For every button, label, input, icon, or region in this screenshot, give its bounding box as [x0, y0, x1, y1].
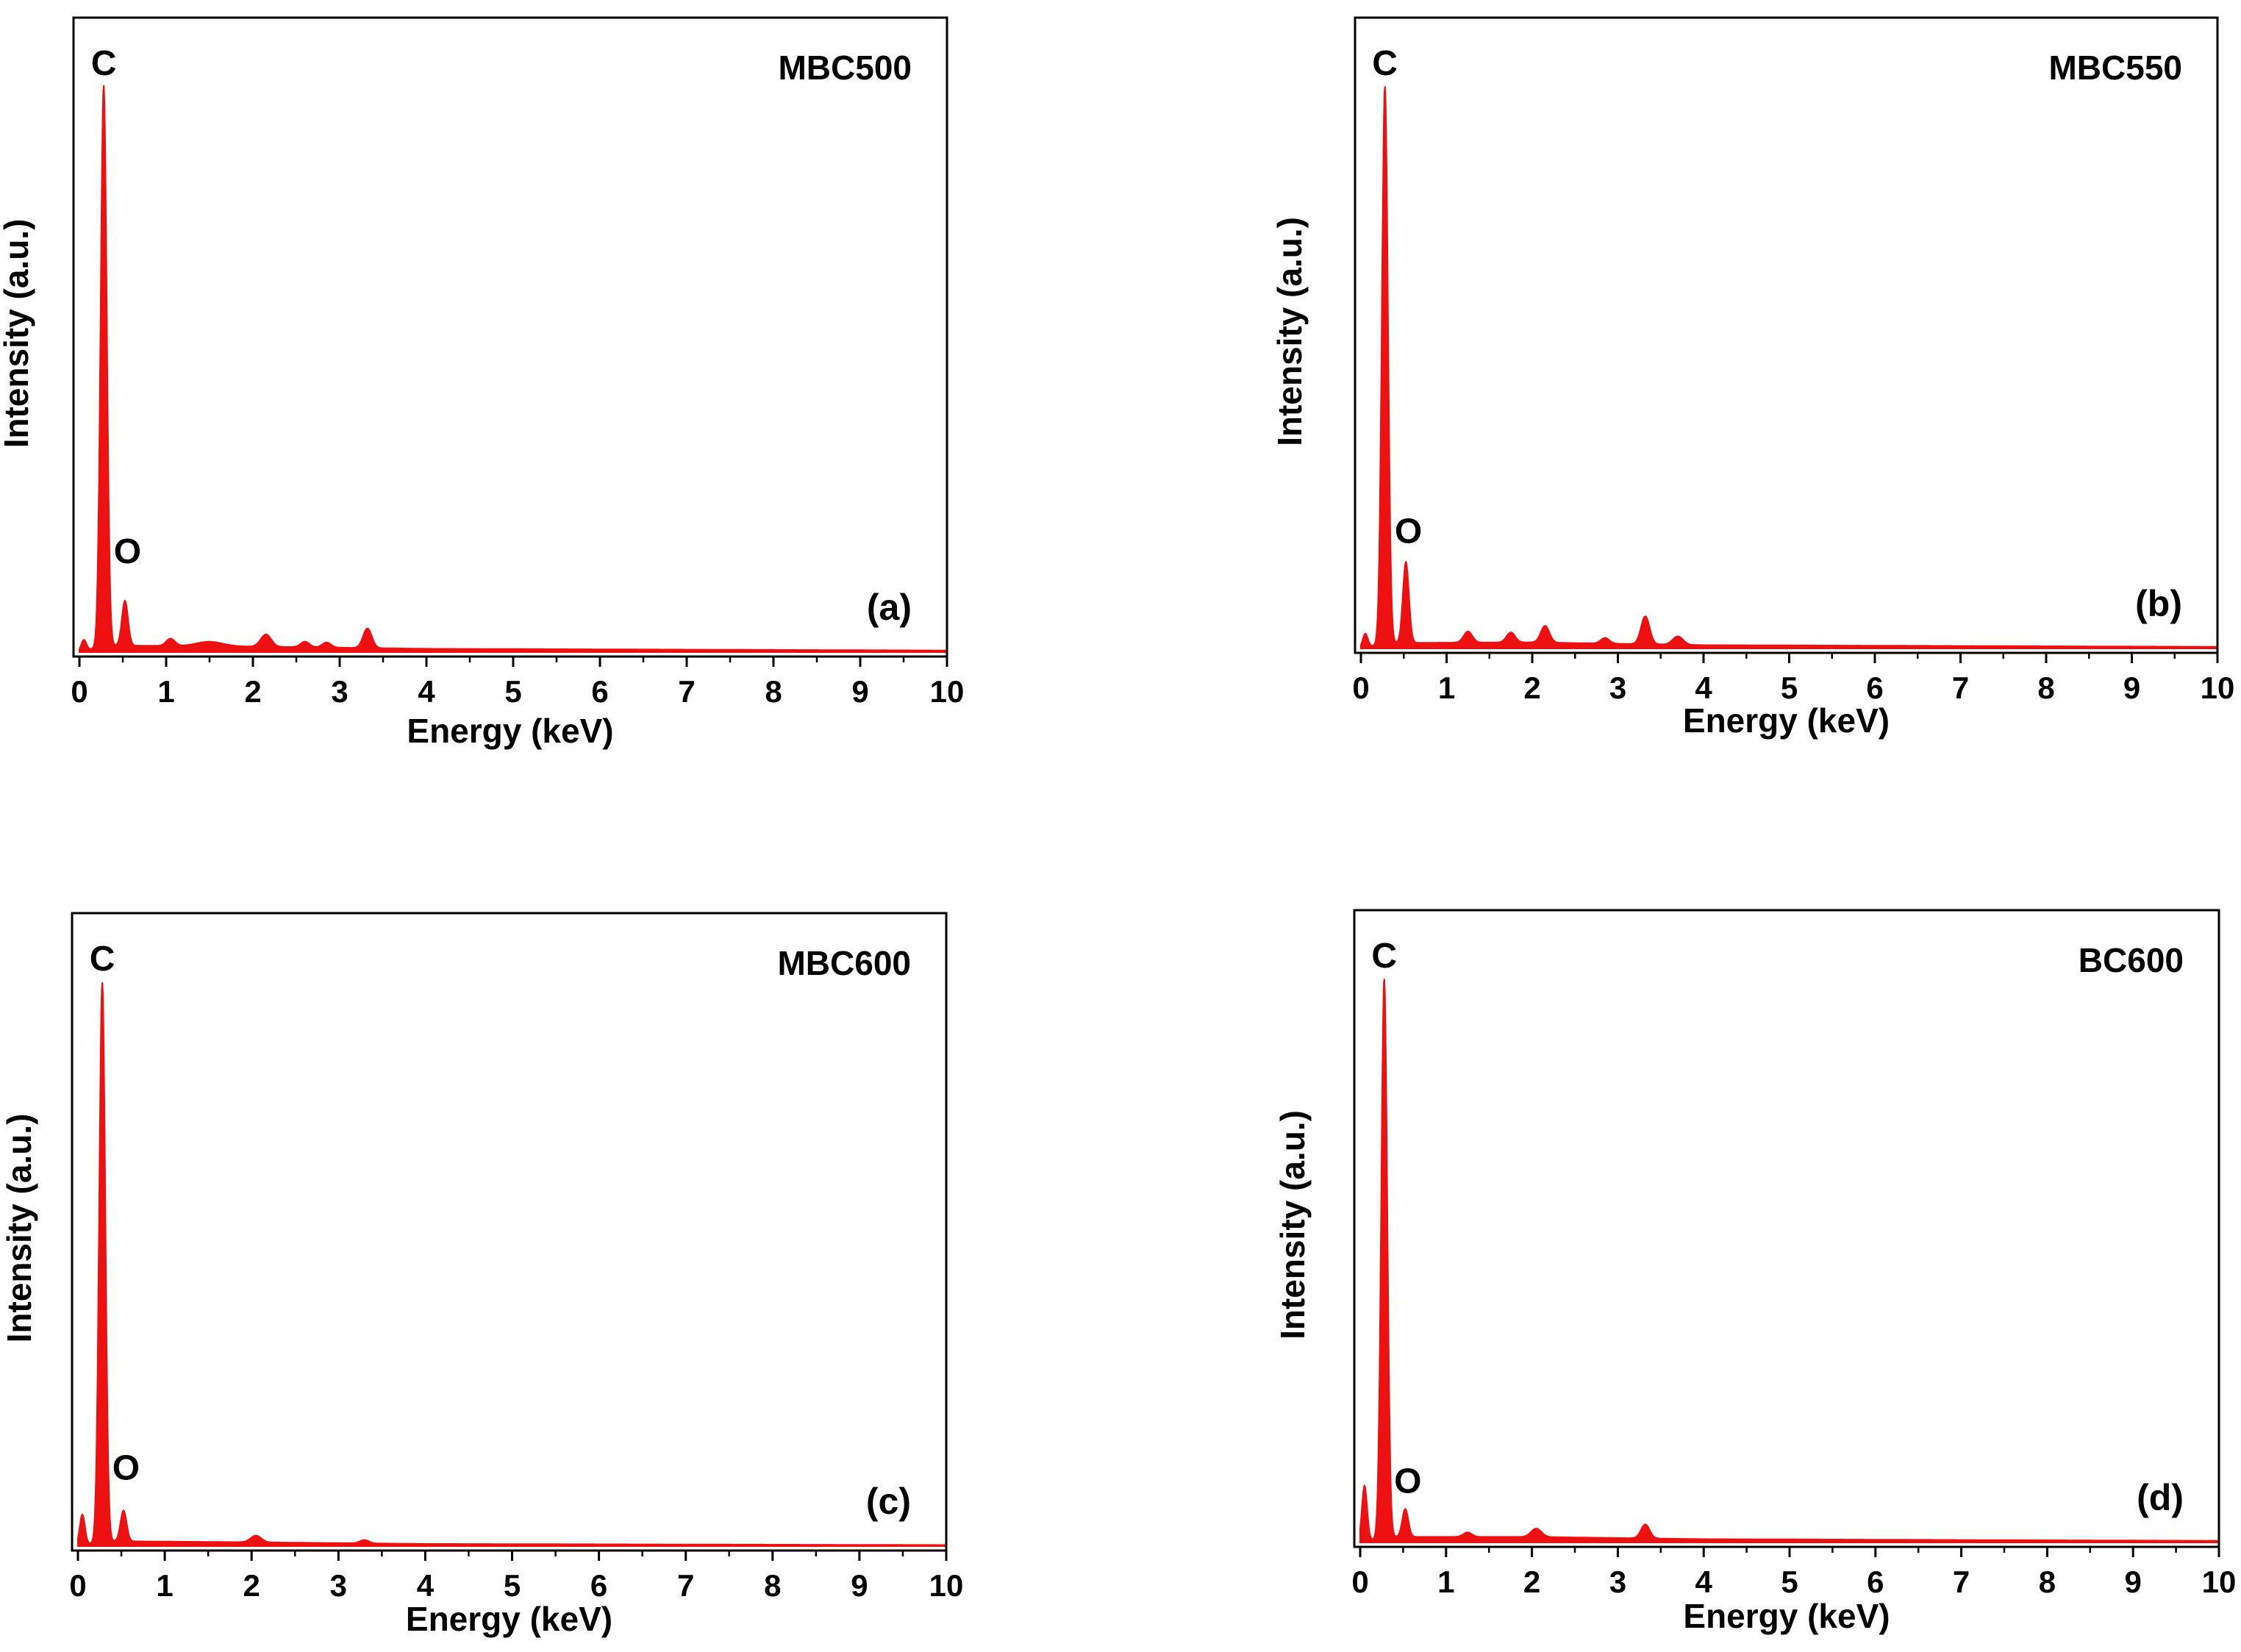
sample-label: BC600 — [2079, 941, 2184, 979]
peak-label-c: C — [90, 940, 115, 979]
y-axis-title: Intensity (a.u.) — [0, 1114, 38, 1343]
x-tick-label: 5 — [504, 1568, 521, 1603]
x-tick-label: 10 — [2201, 671, 2235, 705]
peak-label-c: C — [91, 44, 117, 83]
x-tick-label: 5 — [504, 674, 521, 709]
x-tick-label: 8 — [2037, 671, 2054, 705]
y-axis-title: Intensity (a.u.) — [1270, 217, 1309, 446]
x-tick-label: 7 — [677, 1568, 694, 1603]
x-tick-label: 2 — [1523, 671, 1540, 705]
spectrum-area — [1359, 979, 2220, 1543]
x-tick-label: 0 — [1352, 671, 1369, 705]
spectrum-area — [1360, 86, 2218, 649]
panel-label: (d) — [2137, 1477, 2184, 1518]
sample-label: MBC600 — [777, 944, 911, 982]
plot-frame — [71, 912, 948, 1552]
x-axis-title: Energy (keV) — [1683, 1597, 1890, 1635]
plot-frame — [1353, 909, 2220, 1548]
x-axis-title: Energy (keV) — [406, 1600, 612, 1638]
x-tick-label: 7 — [1952, 671, 1969, 705]
x-tick-label: 1 — [1438, 671, 1455, 705]
x-tick-label: 6 — [591, 674, 608, 709]
x-tick-label: 3 — [1609, 1565, 1626, 1599]
x-tick-label: 4 — [1695, 1565, 1713, 1599]
panel-label: (a) — [867, 587, 912, 628]
y-axis-title: Intensity (a.u.) — [1273, 1110, 1312, 1340]
plot-frame — [1354, 16, 2219, 654]
x-tick-label: 8 — [764, 1568, 781, 1603]
x-tick-label: 6 — [1867, 1565, 1884, 1599]
x-tick-label: 9 — [851, 674, 868, 709]
x-tick-label: 8 — [765, 674, 782, 709]
panel-label: (b) — [2135, 583, 2182, 624]
chart-panel-c: 0 1 2 3 4 5 6 7 8 9 10 Energy (keV) Intensity (a.u.)… — [0, 912, 964, 1638]
x-tick-label: 10 — [929, 1568, 964, 1603]
peak-label-o: O — [112, 1449, 140, 1488]
x-tick-label: 1 — [1437, 1565, 1454, 1599]
x-tick-label: 6 — [1866, 671, 1883, 705]
peak-label-o: O — [114, 532, 141, 571]
x-tick-label: 2 — [1523, 1565, 1540, 1599]
x-tick-label: 7 — [678, 674, 695, 709]
sample-label: MBC550 — [2048, 49, 2182, 87]
x-axis-title: Energy (keV) — [407, 712, 613, 750]
panel-label: (c) — [866, 1481, 911, 1522]
x-tick-label: 10 — [930, 674, 965, 709]
chart-panel-d: 0 1 2 3 4 5 6 7 8 9 10 Energy (keV) Intensity (a.u.)… — [1273, 909, 2237, 1635]
x-tick-label: 5 — [1781, 1565, 1798, 1599]
sample-label: MBC500 — [778, 49, 912, 87]
chart-panel-a: 0 1 2 3 4 5 6 7 8 9 10 Energy (keV) Intensity (a.u.)… — [0, 16, 965, 750]
x-tick-label: 4 — [418, 674, 435, 709]
x-tick-label: 10 — [2202, 1565, 2237, 1599]
x-tick-label: 3 — [331, 674, 348, 709]
peak-label-c: C — [1372, 44, 1398, 83]
spectrum-area — [79, 85, 948, 653]
peak-label-o: O — [1395, 512, 1422, 551]
x-tick-label: 6 — [590, 1568, 607, 1603]
x-tick-label: 1 — [156, 1568, 173, 1603]
peak-label-o: O — [1394, 1462, 1421, 1501]
x-tick-label: 5 — [1781, 671, 1798, 705]
spectrum-area — [77, 982, 947, 1547]
x-tick-label: 8 — [2039, 1565, 2056, 1599]
peak-label-c: C — [1371, 937, 1397, 976]
x-axis-title: Energy (keV) — [1683, 701, 1890, 740]
x-tick-label: 9 — [2123, 671, 2140, 705]
x-tick-label: 9 — [851, 1568, 868, 1603]
x-tick-label: 0 — [1351, 1565, 1368, 1599]
x-tick-label: 4 — [417, 1568, 435, 1603]
x-tick-label: 4 — [1695, 671, 1712, 705]
x-tick-label: 7 — [1953, 1565, 1970, 1599]
y-axis-title: Intensity (a.u.) — [0, 219, 35, 448]
x-tick-label: 9 — [2125, 1565, 2142, 1599]
x-tick-label: 0 — [69, 1568, 86, 1603]
x-tick-label: 2 — [243, 1568, 260, 1603]
x-tick-label: 0 — [71, 674, 87, 709]
x-tick-label: 3 — [330, 1568, 347, 1603]
x-tick-label: 1 — [157, 674, 174, 709]
x-tick-label: 2 — [244, 674, 261, 709]
plot-frame — [72, 16, 948, 658]
x-tick-label: 3 — [1609, 671, 1626, 705]
chart-panel-b: 0 1 2 3 4 5 6 7 8 9 10 Energy (keV) Intensity (a.u.)… — [1270, 16, 2235, 740]
